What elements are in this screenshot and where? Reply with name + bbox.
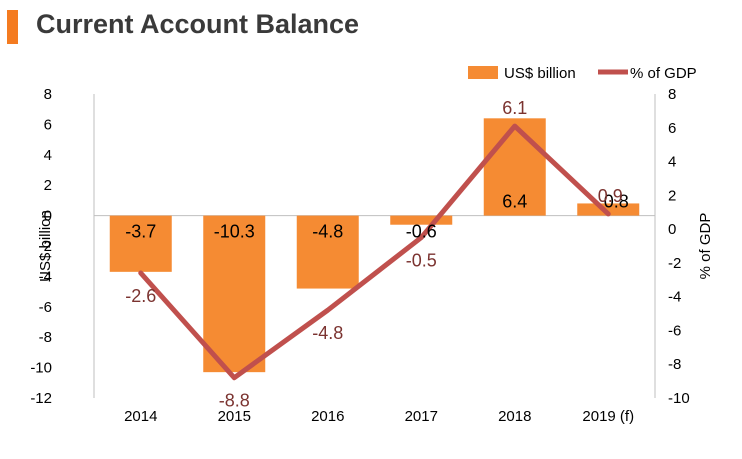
y-tick-label-left: 0 xyxy=(44,208,52,225)
y2-tick-label-right: 0 xyxy=(668,221,676,238)
y-tick-label-left: 8 xyxy=(44,86,52,103)
legend-label-bar: US$ billion xyxy=(504,65,576,82)
legend-swatch-bar xyxy=(468,66,498,79)
bar-value-label: -10.3 xyxy=(214,222,255,242)
bar-value-label: -3.7 xyxy=(125,222,156,242)
y-tick-label-left: 6 xyxy=(44,116,52,133)
line-value-label: 6.1 xyxy=(502,98,527,118)
y-tick-label-left: -2 xyxy=(39,238,52,255)
bar-value-label: -4.8 xyxy=(312,222,343,242)
x-tick-label: 2015 xyxy=(218,408,251,425)
y2-tick-label-right: -4 xyxy=(668,289,681,306)
chart-title: Current Account Balance xyxy=(36,9,360,39)
x-tick-label: 2014 xyxy=(124,408,157,425)
y2-tick-label-right: 4 xyxy=(668,154,676,171)
y2-tick-label-right: -2 xyxy=(668,255,681,272)
gdp-line xyxy=(138,123,611,381)
bar xyxy=(296,215,359,289)
y-tick-label-left: 2 xyxy=(44,177,52,194)
x-tick-label: 2018 xyxy=(498,408,531,425)
y-tick-label-left: -12 xyxy=(30,390,52,407)
y-tick-label-left: -6 xyxy=(39,299,52,316)
axes: 8 6 4 2 0 -2 -4 -6 -8 -10 -12 8 6 4 2 0 -2 -4 -6 -8 -10 2014 2… xyxy=(30,86,714,425)
line-series xyxy=(138,123,611,381)
y2-tick-label-right: -10 xyxy=(668,390,690,407)
legend: US$ billion % of GDP xyxy=(468,65,697,82)
y-tick-label-left: -4 xyxy=(39,268,52,285)
bar xyxy=(390,215,453,225)
bar xyxy=(483,118,546,216)
bars xyxy=(109,118,640,373)
data-labels: -3.7 -10.3 -4.8 -0.6 6.4 0.8 -2.6 -8.8 -4.8 -0.5 6… xyxy=(125,98,629,411)
x-tick-label: 2019 (f) xyxy=(582,408,634,425)
line-value-label: -0.5 xyxy=(406,251,437,271)
y2-axis-title: % of GDP xyxy=(697,213,714,280)
y2-tick-label-right: 8 xyxy=(668,86,676,103)
y2-tick-label-right: 6 xyxy=(668,120,676,137)
y-axis-title: US$ billion xyxy=(37,210,54,282)
bar-value-label: 0.8 xyxy=(604,192,629,212)
bar xyxy=(203,215,266,373)
line-value-label: -4.8 xyxy=(312,323,343,343)
y2-tick-label-right: -6 xyxy=(668,322,681,339)
line-value-label: -8.8 xyxy=(219,391,250,411)
y-tick-label-left: -8 xyxy=(39,329,52,346)
y-tick-label-left: 4 xyxy=(44,147,52,164)
bar xyxy=(577,203,640,216)
bar xyxy=(109,215,172,272)
line-value-label: 0.9 xyxy=(598,186,623,206)
bar-value-label: -0.6 xyxy=(406,222,437,242)
y-tick-label-left: -10 xyxy=(30,360,52,377)
x-tick-label: 2017 xyxy=(405,408,438,425)
x-tick-label: 2016 xyxy=(311,408,344,425)
y2-tick-label-right: 2 xyxy=(668,187,676,204)
title-accent-bar xyxy=(7,10,18,44)
y2-tick-label-right: -8 xyxy=(668,356,681,373)
legend-label-line: % of GDP xyxy=(630,65,697,82)
bar-value-label: 6.4 xyxy=(502,192,527,212)
chart-header: Current Account Balance xyxy=(0,0,742,56)
line-value-label: -2.6 xyxy=(125,286,156,306)
